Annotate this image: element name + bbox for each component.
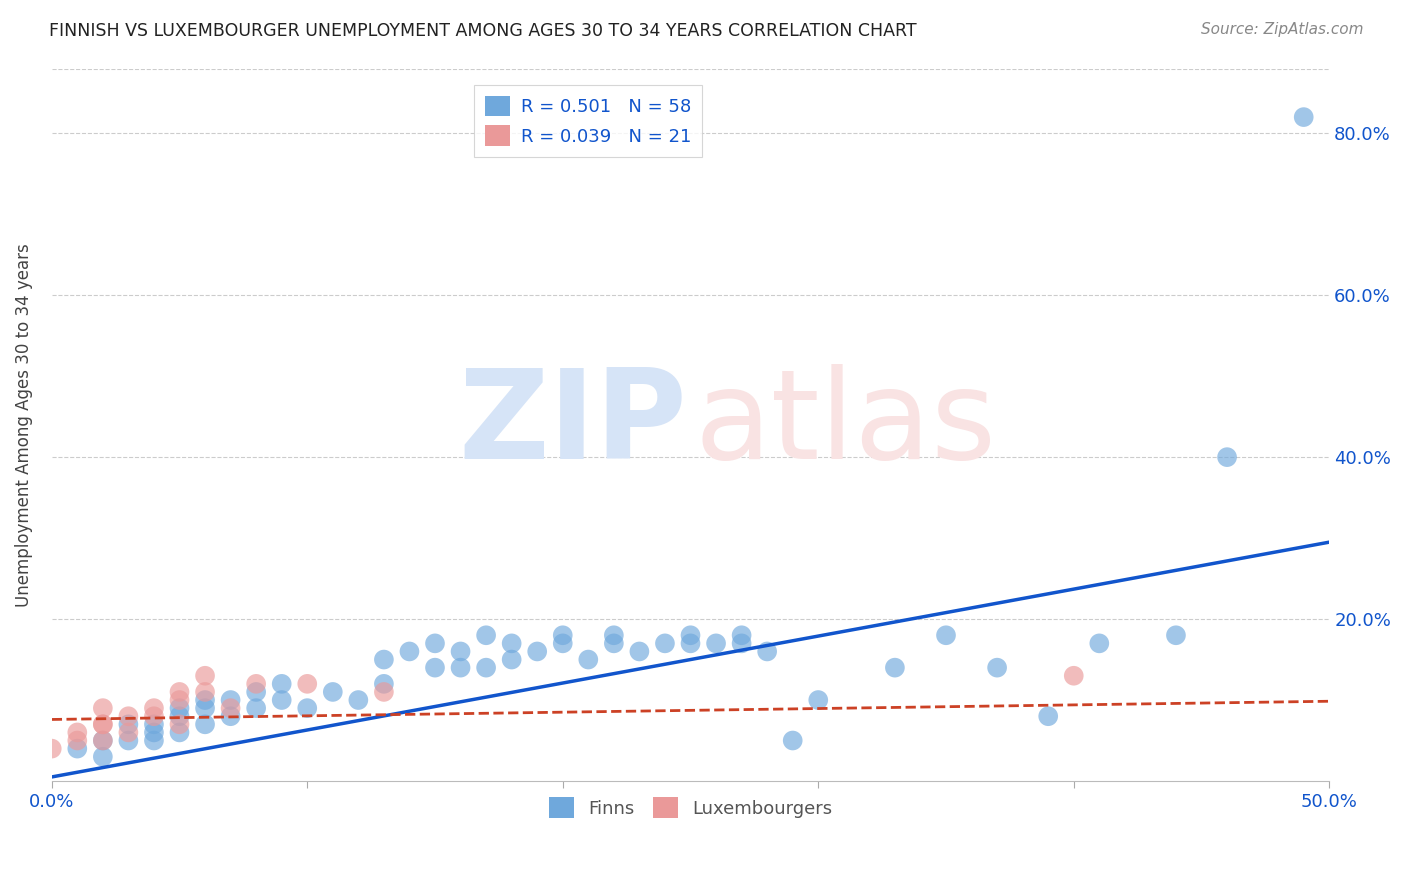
Point xyxy=(704,636,727,650)
Point xyxy=(66,741,89,756)
Point xyxy=(142,709,165,723)
Point xyxy=(194,685,217,699)
Point xyxy=(679,628,702,642)
Point xyxy=(91,701,114,715)
Point xyxy=(142,717,165,731)
Point xyxy=(142,733,165,747)
Text: FINNISH VS LUXEMBOURGER UNEMPLOYMENT AMONG AGES 30 TO 34 YEARS CORRELATION CHART: FINNISH VS LUXEMBOURGER UNEMPLOYMENT AMO… xyxy=(49,22,917,40)
Point xyxy=(169,717,191,731)
Point xyxy=(475,628,498,642)
Point xyxy=(1216,450,1239,464)
Point xyxy=(450,644,472,658)
Point xyxy=(142,701,165,715)
Point xyxy=(1292,110,1315,124)
Point xyxy=(475,660,498,674)
Point xyxy=(654,636,676,650)
Point xyxy=(169,709,191,723)
Point xyxy=(576,652,599,666)
Point xyxy=(423,636,446,650)
Point xyxy=(551,628,574,642)
Point xyxy=(986,660,1008,674)
Text: ZIP: ZIP xyxy=(458,364,686,485)
Point xyxy=(322,685,344,699)
Point xyxy=(245,685,267,699)
Point xyxy=(194,693,217,707)
Point xyxy=(526,644,548,658)
Point xyxy=(270,677,292,691)
Point xyxy=(169,701,191,715)
Point xyxy=(628,644,651,658)
Point xyxy=(91,717,114,731)
Point xyxy=(66,725,89,739)
Point xyxy=(373,652,395,666)
Point xyxy=(935,628,957,642)
Y-axis label: Unemployment Among Ages 30 to 34 years: Unemployment Among Ages 30 to 34 years xyxy=(15,243,32,607)
Point xyxy=(373,677,395,691)
Point xyxy=(1164,628,1187,642)
Point xyxy=(501,652,523,666)
Point xyxy=(245,701,267,715)
Point xyxy=(142,725,165,739)
Point xyxy=(398,644,420,658)
Point xyxy=(347,693,370,707)
Point xyxy=(194,701,217,715)
Point xyxy=(194,669,217,683)
Point xyxy=(219,701,242,715)
Point xyxy=(782,733,804,747)
Point xyxy=(117,725,139,739)
Point xyxy=(245,677,267,691)
Point xyxy=(1063,669,1085,683)
Point xyxy=(551,636,574,650)
Point xyxy=(679,636,702,650)
Point xyxy=(169,685,191,699)
Point xyxy=(91,717,114,731)
Point xyxy=(883,660,905,674)
Point xyxy=(297,701,319,715)
Point xyxy=(194,717,217,731)
Legend: Finns, Luxembourgers: Finns, Luxembourgers xyxy=(541,790,839,825)
Point xyxy=(219,693,242,707)
Point xyxy=(66,733,89,747)
Point xyxy=(1088,636,1111,650)
Point xyxy=(603,636,626,650)
Point xyxy=(730,628,752,642)
Text: atlas: atlas xyxy=(695,364,997,485)
Point xyxy=(169,725,191,739)
Point xyxy=(91,749,114,764)
Point xyxy=(1038,709,1060,723)
Point xyxy=(270,693,292,707)
Point xyxy=(117,709,139,723)
Point xyxy=(756,644,779,658)
Point xyxy=(169,693,191,707)
Point xyxy=(219,709,242,723)
Text: Source: ZipAtlas.com: Source: ZipAtlas.com xyxy=(1201,22,1364,37)
Point xyxy=(423,660,446,674)
Point xyxy=(807,693,830,707)
Point xyxy=(91,733,114,747)
Point xyxy=(373,685,395,699)
Point xyxy=(603,628,626,642)
Point xyxy=(501,636,523,650)
Point xyxy=(117,733,139,747)
Point xyxy=(297,677,319,691)
Point xyxy=(91,733,114,747)
Point xyxy=(41,741,63,756)
Point xyxy=(450,660,472,674)
Point xyxy=(117,717,139,731)
Point xyxy=(730,636,752,650)
